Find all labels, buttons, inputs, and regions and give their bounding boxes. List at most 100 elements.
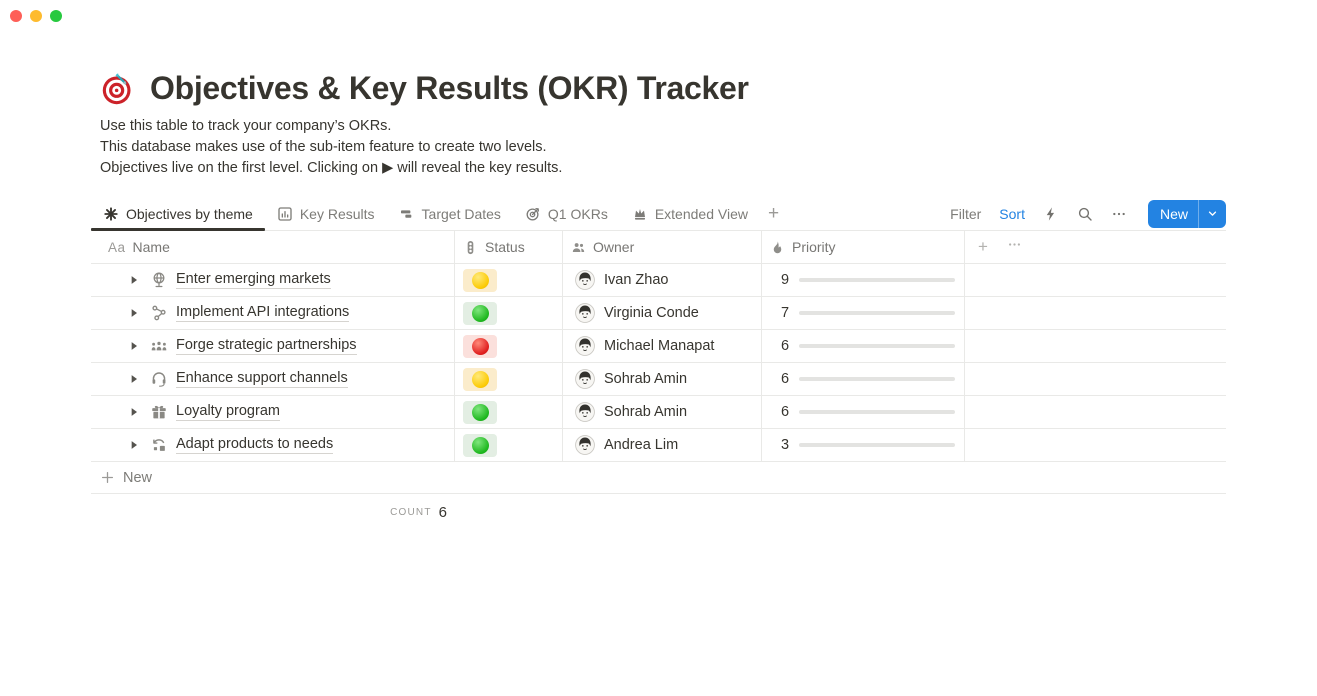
avatar [575,336,595,356]
priority-cell[interactable]: 3 [762,429,965,461]
column-header-extra: + [965,231,1226,263]
owner-name: Sohrab Amin [604,404,688,420]
avatar [575,435,595,455]
new-row-button[interactable]: New [91,462,1226,494]
traffic-light-icon [463,240,478,255]
priority-cell[interactable]: 9 [762,264,965,296]
people-icon [571,240,586,255]
extra-cell [965,330,1226,362]
status-pill[interactable] [463,367,497,391]
name-cell: Forge strategic partnerships [91,330,455,362]
new-button[interactable]: New [1147,199,1226,228]
row-title-link[interactable]: Loyalty program [176,403,280,421]
owner-cell[interactable]: Sohrab Amin [563,363,762,395]
column-label: Priority [792,239,836,255]
owner-cell[interactable]: Virginia Conde [563,297,762,329]
status-cell[interactable] [455,297,563,329]
status-dot [471,304,489,322]
zoom-window-button[interactable] [50,10,62,22]
priority-cell[interactable]: 6 [762,396,965,428]
flame-icon [770,240,785,255]
column-header-name[interactable]: Aa Name [91,231,455,263]
close-window-button[interactable] [10,10,22,22]
priority-cell[interactable]: 7 [762,297,965,329]
column-header-status[interactable]: Status [455,231,563,263]
tab-target-dates[interactable]: Target Dates [387,197,513,230]
status-pill[interactable] [463,301,497,325]
status-pill[interactable] [463,433,497,457]
priority-value: 6 [780,371,790,387]
row-title-link[interactable]: Forge strategic partnerships [176,337,357,355]
table-row: Forge strategic partnerships Michael Man… [91,330,1226,363]
sort-button[interactable]: Sort [999,205,1025,222]
minimize-window-button[interactable] [30,10,42,22]
dartboard-emoji-icon[interactable] [100,70,137,107]
description-line: Use this table to track your company’s O… [100,118,392,134]
extra-cell [965,264,1226,296]
owner-cell[interactable]: Michael Manapat [563,330,762,362]
owner-cell[interactable]: Ivan Zhao [563,264,762,296]
database-controls: Filter Sort New [945,199,1226,228]
status-pill[interactable] [463,334,497,358]
new-button-label[interactable]: New [1159,205,1188,222]
tab-label: Target Dates [421,205,501,222]
column-header-owner[interactable]: Owner [563,231,762,263]
status-pill[interactable] [463,268,497,292]
status-cell[interactable] [455,264,563,296]
status-cell[interactable] [455,429,563,461]
row-title-link[interactable]: Implement API integrations [176,304,350,322]
priority-bar [799,377,955,381]
status-cell[interactable] [455,330,563,362]
tab-key-results[interactable]: Key Results [265,197,387,230]
row-title-link[interactable]: Adapt products to needs [176,436,334,454]
workflow-icon [150,304,168,322]
priority-bar [799,443,955,447]
priority-value: 9 [780,272,790,288]
extra-cell [965,429,1226,461]
owner-cell[interactable]: Andrea Lim [563,429,762,461]
avatar [575,270,595,290]
row-title-link[interactable]: Enter emerging markets [176,271,331,289]
filter-button[interactable]: Filter [950,205,982,222]
view-tabs: Objectives by theme Key Results Target Dat… [91,197,787,231]
page-title: Objectives & Key Results (OKR) Tracker [150,70,749,106]
more-icon[interactable] [1106,206,1132,222]
description-line: This database makes use of the sub-item … [100,139,547,155]
column-header-priority[interactable]: Priority [762,231,965,263]
status-pill[interactable] [463,400,497,424]
count-label: COUNT [390,507,432,518]
team-icon [150,337,168,355]
view-bar: Objectives by theme Key Results Target Dat… [91,197,1226,231]
expand-toggle-icon[interactable] [129,275,139,285]
priority-cell[interactable]: 6 [762,363,965,395]
expand-toggle-icon[interactable] [129,341,139,351]
owner-name: Ivan Zhao [604,272,669,288]
lightning-icon[interactable] [1038,206,1064,222]
add-view-button[interactable]: + [767,202,780,224]
add-column-button[interactable]: + [978,237,988,256]
crown-icon [632,206,648,222]
status-cell[interactable] [455,363,563,395]
tab-extended-view[interactable]: Extended View [620,197,760,230]
name-cell: Enter emerging markets [91,264,455,296]
priority-cell[interactable]: 6 [762,330,965,362]
owner-cell[interactable]: Sohrab Amin [563,396,762,428]
expand-toggle-icon[interactable] [129,407,139,417]
expand-toggle-icon[interactable] [129,308,139,318]
chevron-down-icon[interactable] [1199,207,1226,220]
tab-objectives-by-theme[interactable]: Objectives by theme [91,197,265,231]
expand-toggle-icon[interactable] [129,440,139,450]
row-title-link[interactable]: Enhance support channels [176,370,348,388]
tab-q1-okrs[interactable]: Q1 OKRs [513,197,620,230]
search-icon[interactable] [1072,206,1098,222]
count-calculation[interactable]: COUNT 6 [91,494,455,531]
priority-bar [799,311,955,315]
expand-toggle-icon[interactable] [129,374,139,384]
new-row-label: New [123,469,153,486]
owner-name: Andrea Lim [604,437,679,453]
button-divider [1198,199,1199,228]
status-cell[interactable] [455,396,563,428]
more-columns-icon[interactable] [1007,237,1022,257]
description-line: Objectives live on the first level. Clic… [100,160,563,176]
window-titlebar [0,0,1317,30]
